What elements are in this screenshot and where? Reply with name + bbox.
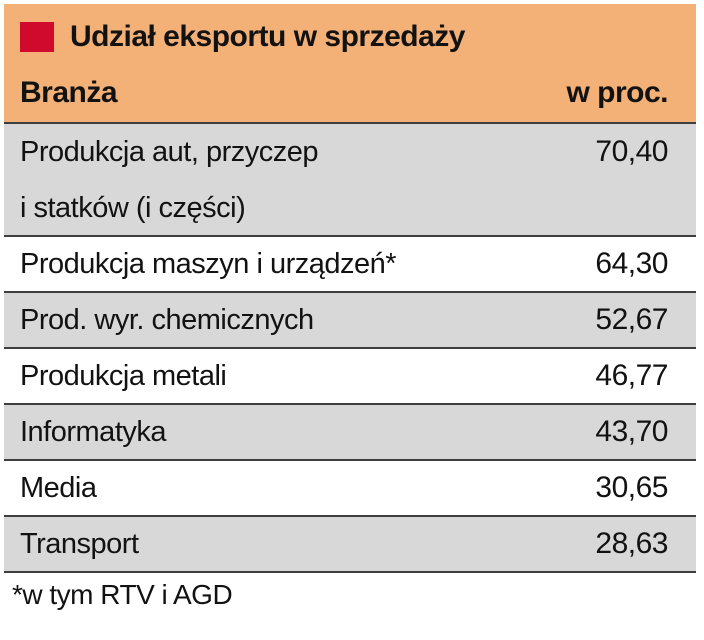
row-label: Produkcja maszyn i urządzeń* — [20, 247, 397, 280]
row-label-line2: i statków (i części) — [20, 192, 246, 224]
row-label-line1: Produkcja aut, przyczep — [20, 136, 318, 168]
title-row: Udział eksportu w sprzedaży — [20, 20, 668, 54]
row-label: Media — [20, 471, 97, 504]
table-row: Produkcja aut, przyczep i statków (i czę… — [4, 122, 696, 235]
row-label: Prod. wyr. chemicznych — [20, 303, 314, 336]
table-header: Udział eksportu w sprzedaży Branża w pro… — [4, 4, 696, 122]
row-value: 43,70 — [595, 415, 668, 448]
row-label: Produkcja aut, przyczep i statków (i czę… — [20, 124, 318, 236]
table-row: Informatyka 43,70 — [4, 403, 696, 459]
row-value: 64,30 — [595, 247, 668, 280]
table-row: Produkcja metali 46,77 — [4, 347, 696, 403]
page-title: Udział eksportu w sprzedaży — [70, 20, 465, 53]
row-label: Informatyka — [20, 415, 167, 448]
table-row: Produkcja maszyn i urządzeń* 64,30 — [4, 235, 696, 291]
column-header-proc: w proc. — [566, 76, 668, 109]
legend-square-icon — [20, 22, 54, 52]
column-header-row: Branża w proc. — [20, 76, 668, 110]
table-row: Media 30,65 — [4, 459, 696, 515]
row-value: 28,63 — [595, 527, 668, 560]
row-value: 30,65 — [595, 471, 668, 504]
column-header-branza: Branża — [20, 76, 118, 109]
row-value: 52,67 — [595, 303, 668, 336]
row-label: Transport — [20, 527, 139, 560]
table-row: Prod. wyr. chemicznych 52,67 — [4, 291, 696, 347]
row-value: 46,77 — [595, 359, 668, 392]
footnote: *w tym RTV i AGD — [4, 571, 696, 610]
export-share-table: Udział eksportu w sprzedaży Branża w pro… — [4, 4, 696, 610]
row-label: Produkcja metali — [20, 359, 227, 392]
row-value: 70,40 — [595, 135, 668, 168]
table-row: Transport 28,63 — [4, 515, 696, 571]
